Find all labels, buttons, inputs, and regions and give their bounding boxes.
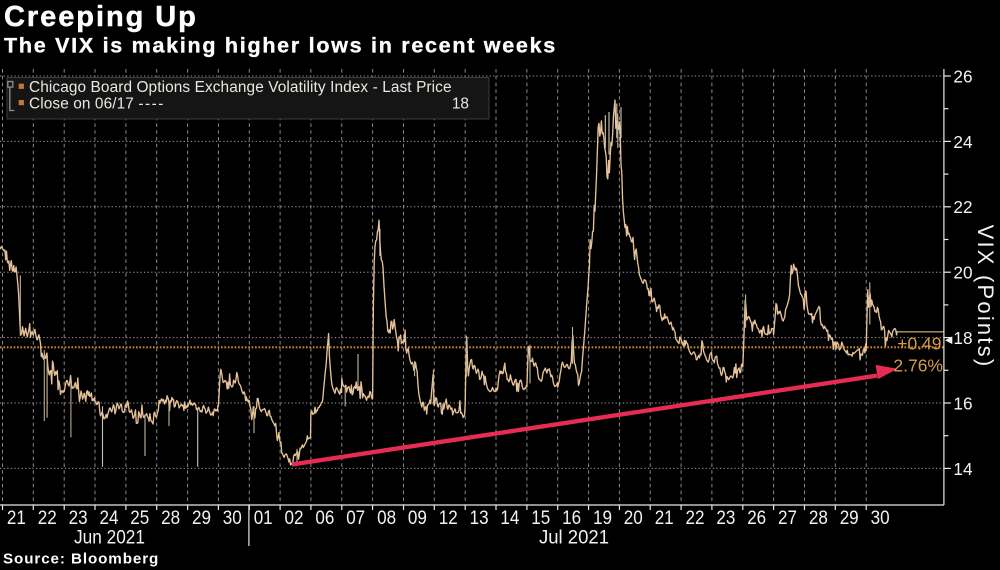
svg-text:28: 28 (161, 507, 180, 529)
svg-text:26: 26 (953, 66, 972, 86)
svg-text:20: 20 (624, 507, 643, 529)
svg-text:22: 22 (686, 507, 705, 529)
svg-text:22: 22 (38, 507, 57, 529)
svg-text:29: 29 (840, 507, 859, 529)
svg-text:29: 29 (192, 507, 211, 529)
svg-text:20: 20 (953, 263, 972, 283)
svg-text:21: 21 (7, 507, 26, 529)
svg-text:VIX (Points): VIX (Points) (973, 225, 998, 369)
svg-text:30: 30 (871, 507, 890, 529)
svg-text:18: 18 (953, 328, 972, 348)
svg-text:15: 15 (531, 507, 550, 529)
svg-text:27: 27 (778, 507, 797, 529)
svg-text:12: 12 (439, 507, 458, 529)
svg-text:02: 02 (285, 507, 304, 529)
svg-text:13: 13 (470, 507, 489, 529)
svg-text:09: 09 (408, 507, 427, 529)
svg-text:01: 01 (254, 507, 273, 529)
svg-text:22: 22 (953, 197, 972, 217)
svg-text:Source: Bloomberg: Source: Bloomberg (3, 551, 159, 568)
svg-text:08: 08 (377, 507, 396, 529)
svg-text:23: 23 (69, 507, 88, 529)
svg-text:14: 14 (500, 507, 519, 529)
svg-text:14: 14 (953, 459, 973, 479)
svg-text:30: 30 (223, 507, 242, 529)
svg-text:21: 21 (655, 507, 674, 529)
svg-text:28: 28 (809, 507, 828, 529)
svg-text:16: 16 (953, 393, 972, 413)
svg-text:07: 07 (346, 507, 365, 529)
svg-text:Jun 2021: Jun 2021 (74, 527, 145, 549)
svg-text:+0.49: +0.49 (897, 334, 941, 354)
svg-text:18: 18 (452, 95, 469, 112)
svg-text:Jul 2021: Jul 2021 (539, 527, 609, 549)
svg-text:26: 26 (747, 507, 766, 529)
svg-text:25: 25 (130, 507, 149, 529)
svg-text:23: 23 (716, 507, 735, 529)
svg-text:Close on 06/17 ----: Close on 06/17 ---- (29, 95, 165, 112)
svg-text:Creeping Up: Creeping Up (4, 1, 198, 33)
svg-text:16: 16 (562, 507, 581, 529)
svg-text:19: 19 (593, 507, 612, 529)
svg-text:Chicago Board Options Exchange: Chicago Board Options Exchange Volatilit… (29, 79, 452, 96)
svg-text:The VIX is making higher lows: The VIX is making higher lows in recent … (4, 34, 557, 58)
svg-text:06: 06 (315, 507, 334, 529)
svg-text:24: 24 (953, 132, 973, 152)
svg-text:2.76%: 2.76% (893, 356, 943, 376)
svg-text:24: 24 (100, 507, 119, 529)
